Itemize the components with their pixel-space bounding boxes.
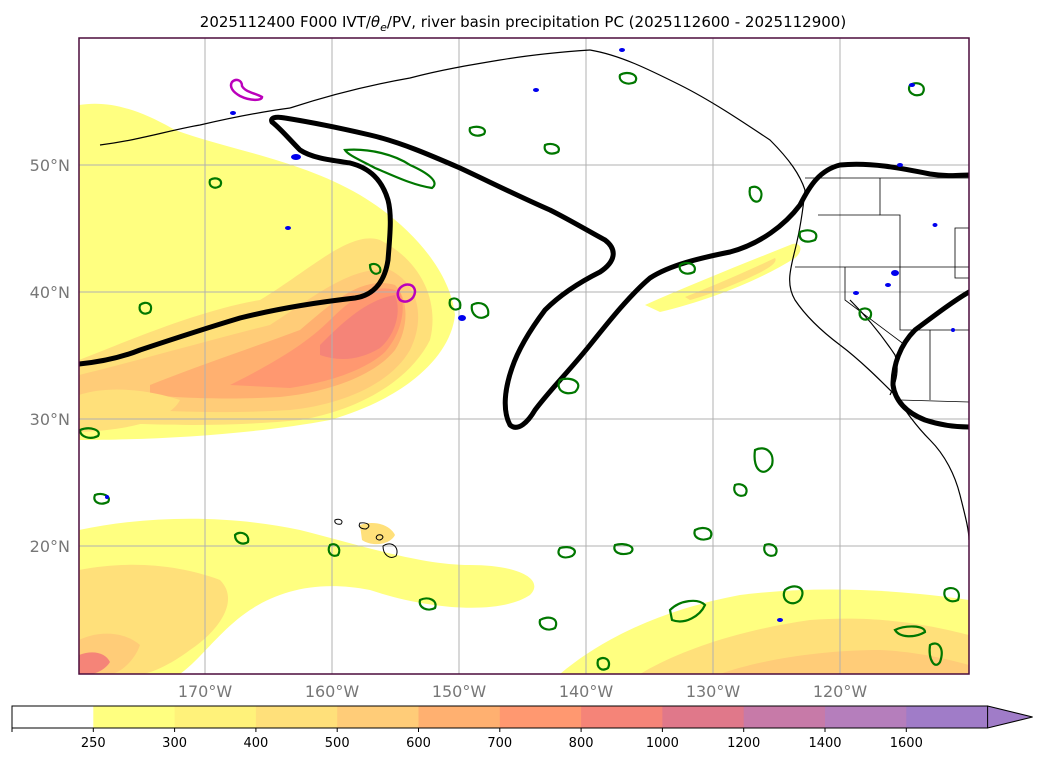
- colorbar-segment: [174, 706, 257, 728]
- colorbar-segment: [743, 706, 826, 728]
- lon-label: 130°W: [686, 682, 741, 701]
- colorbar-tick-label: 1600: [890, 736, 923, 751]
- colorbar-segment: [337, 706, 419, 728]
- colorbar-tick-label: 1000: [646, 736, 679, 751]
- colorbar-tick-label: 600: [406, 736, 431, 751]
- colorbar-tick-label: 400: [243, 736, 268, 751]
- longitude-labels: 170°W 160°W 150°W 140°W 130°W 120°W: [178, 682, 868, 701]
- lat-label: 20°N: [30, 537, 70, 556]
- colorbar-segment: [662, 706, 745, 728]
- precip-markers: [105, 48, 955, 622]
- colorbar: 250 300 400 500 600 700 800 1000 1200 1400 1600: [11, 705, 1033, 751]
- lat-label: 30°N: [30, 410, 70, 429]
- lat-label: 40°N: [30, 283, 70, 302]
- hawaii-islands: [334, 518, 398, 558]
- latitude-labels: 50°N 40°N 30°N 20°N: [30, 156, 70, 556]
- colorbar-tick-label: 700: [487, 736, 512, 751]
- colorbar-segment: [581, 706, 663, 728]
- lat-label: 50°N: [30, 156, 70, 175]
- colorbar-tick-label: 250: [81, 736, 106, 751]
- coastlines: [99, 49, 969, 541]
- lon-label: 150°W: [432, 682, 487, 701]
- pv-contours: [79, 114, 969, 430]
- colorbar-segment: [825, 706, 907, 728]
- figure-title: 2025112400 F000 IVT/θe/PV, river basin p…: [200, 13, 846, 34]
- colorbar-segments: [11, 705, 1033, 729]
- lon-label: 120°W: [813, 682, 868, 701]
- colorbar-extend-arrow: [987, 705, 1033, 729]
- lon-label: 170°W: [178, 682, 233, 701]
- ivt-shading-tropical-band: [79, 518, 969, 674]
- gridlines: [79, 38, 969, 674]
- colorbar-segment: [12, 706, 94, 728]
- colorbar-segment: [418, 706, 501, 728]
- colorbar-ticks: 250 300 400 500 600 700 800 1000 1200 1400 1600: [11, 728, 923, 751]
- state-borders: [795, 177, 969, 403]
- colorbar-segment: [255, 706, 338, 728]
- map-frame: [78, 37, 970, 675]
- colorbar-tick-label: 800: [569, 736, 594, 751]
- ivt-shading-atmospheric-river: [79, 103, 455, 440]
- lon-label: 140°W: [559, 682, 614, 701]
- colorbar-segment: [906, 706, 989, 728]
- magenta-contours: [229, 78, 417, 303]
- ivt-shading-california-plume: [645, 243, 801, 312]
- colorbar-tick-label: 1400: [808, 736, 841, 751]
- colorbar-segment: [93, 706, 176, 728]
- colorbar-tick-label: 500: [325, 736, 350, 751]
- colorbar-segment: [499, 706, 582, 728]
- colorbar-tick-label: 300: [162, 736, 187, 751]
- theta-e-contours: [79, 71, 960, 671]
- map-panel: [79, 38, 969, 674]
- lon-label: 160°W: [305, 682, 360, 701]
- colorbar-tick-label: 1200: [727, 736, 760, 751]
